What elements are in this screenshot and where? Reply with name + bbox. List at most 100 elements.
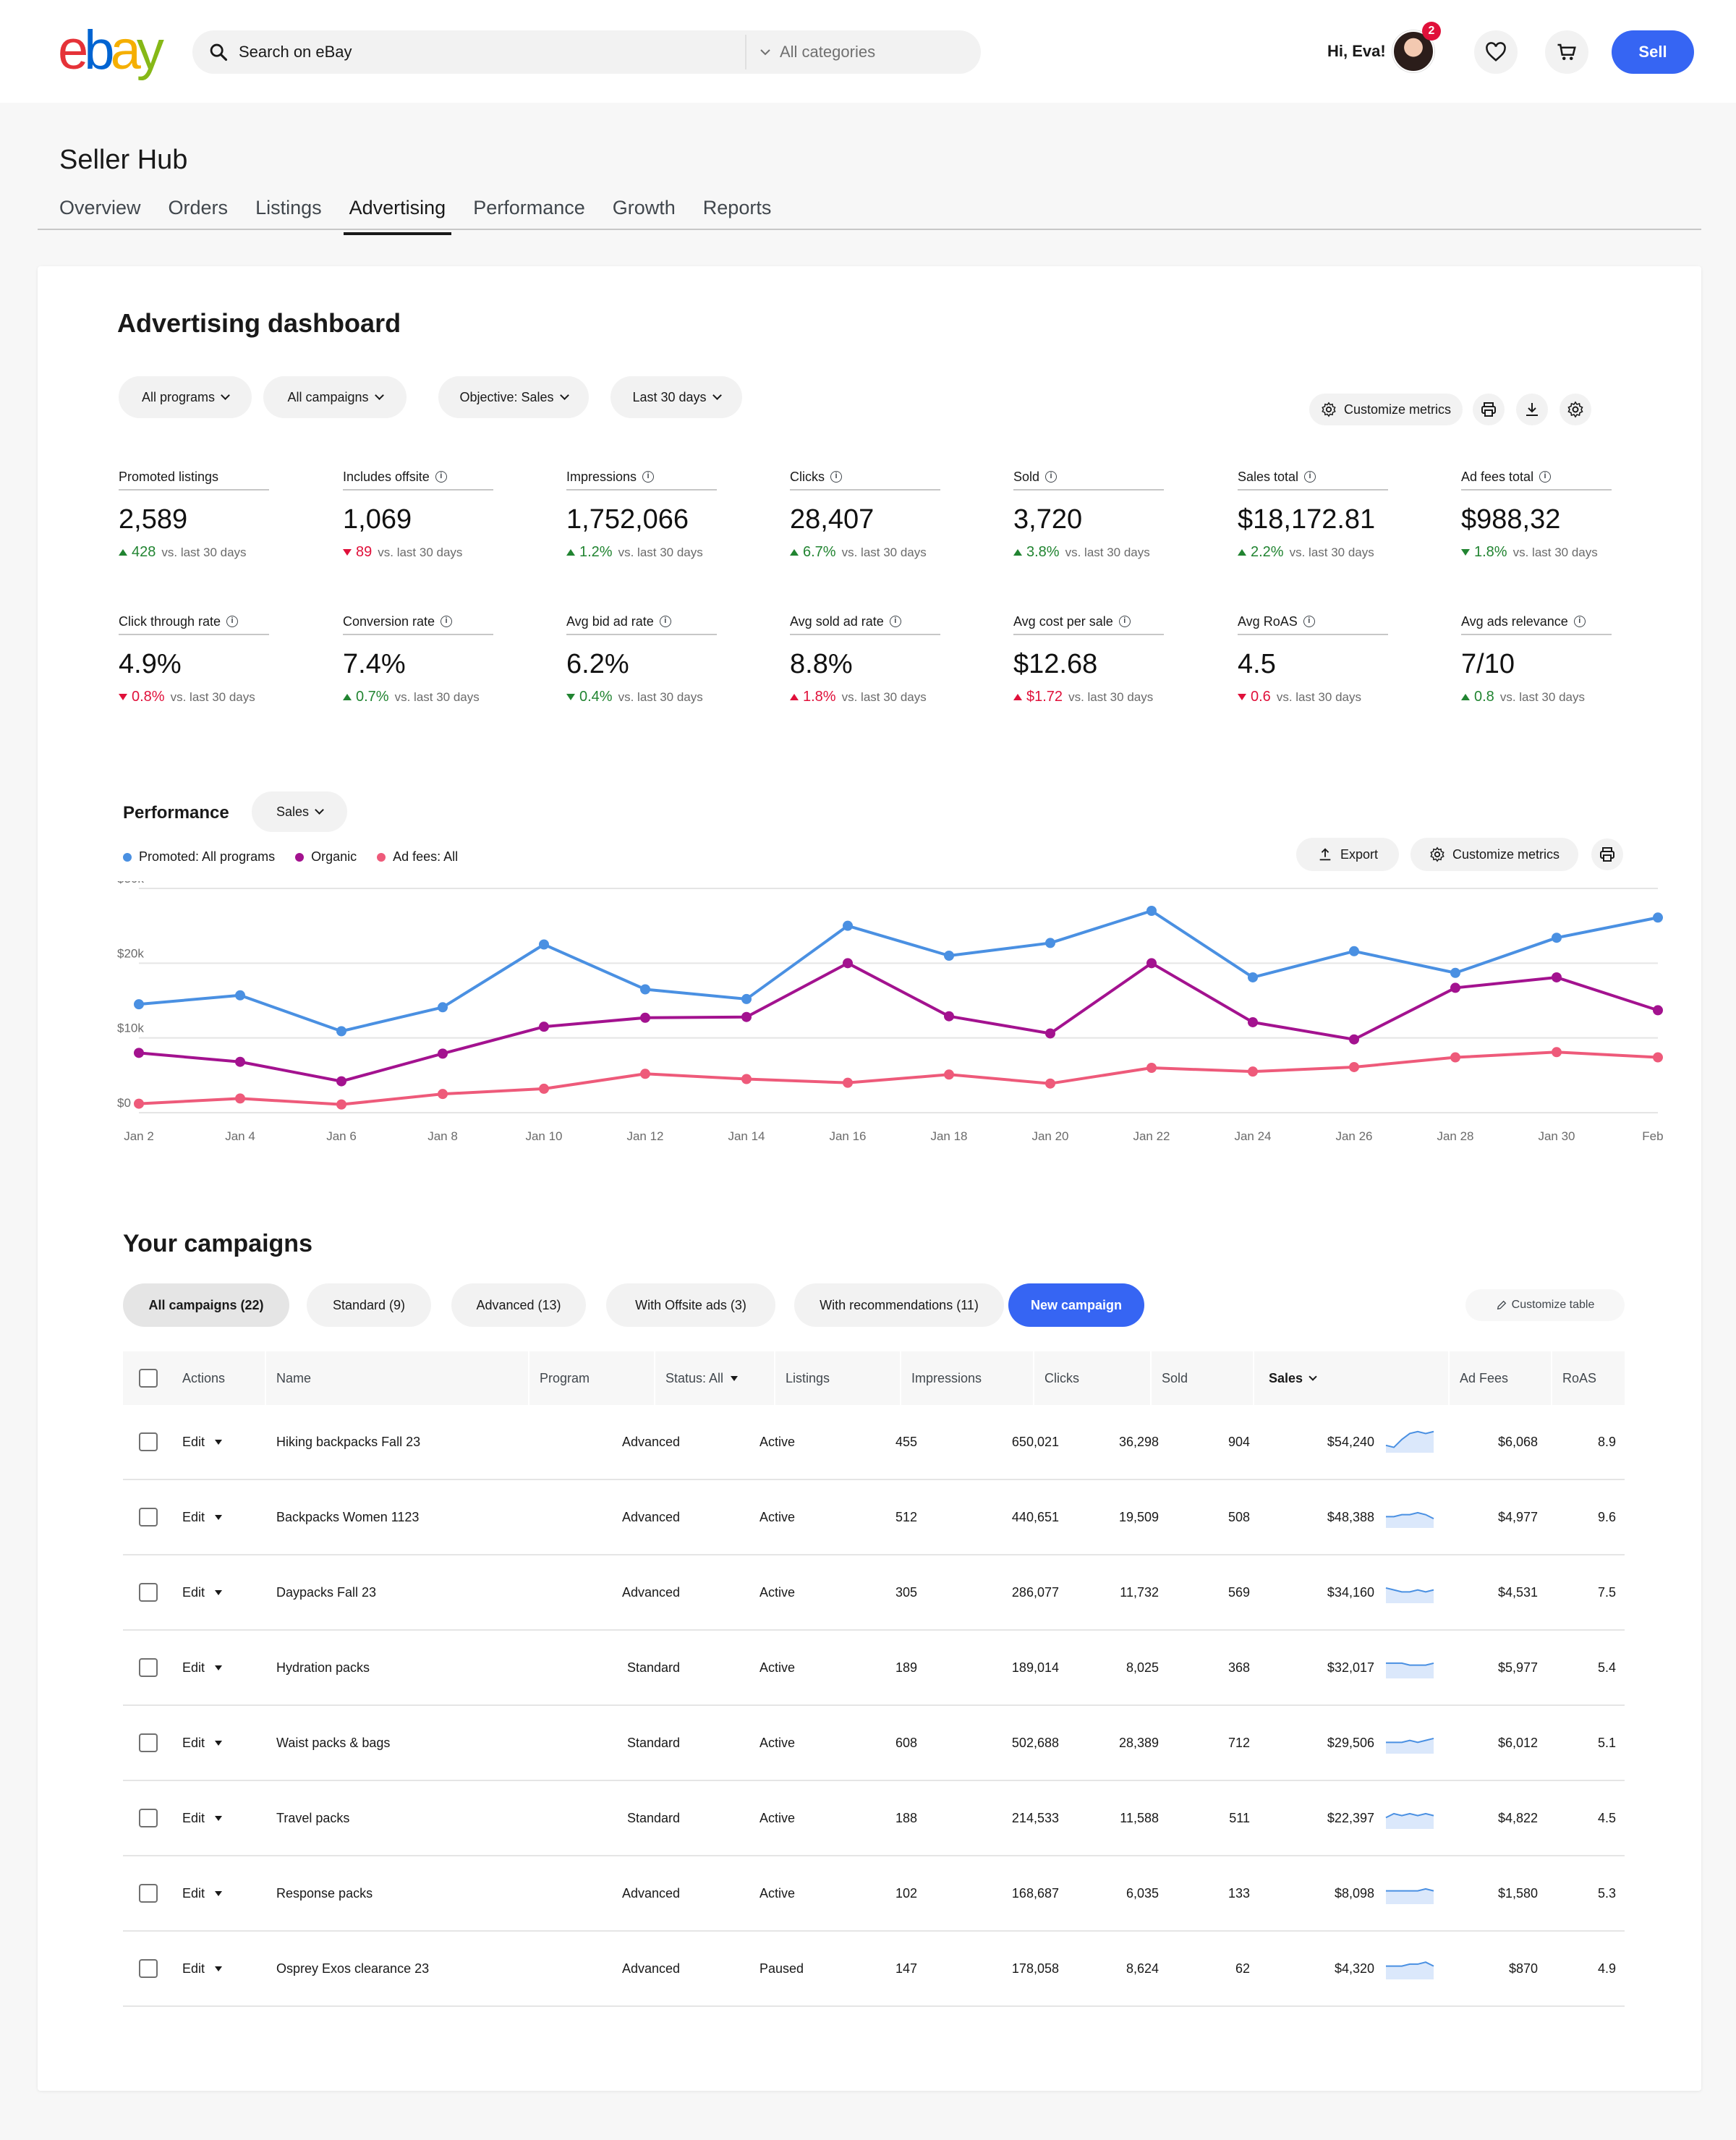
table-row[interactable]: Edit Response packs Advanced Active 102 168,6… [123, 1856, 1625, 1932]
row-checkbox[interactable] [139, 1658, 158, 1677]
tab-reports[interactable]: Reports [702, 197, 772, 218]
edit-dropdown[interactable]: Edit [182, 1405, 223, 1479]
col-impressions[interactable]: Impressions [911, 1370, 982, 1385]
data-point[interactable] [1146, 1063, 1157, 1073]
edit-dropdown[interactable]: Edit [182, 1781, 223, 1855]
filter-programs[interactable]: All programs [119, 376, 252, 418]
tab-advertising[interactable]: Advertising [343, 197, 451, 235]
col-sales[interactable]: Sales [1269, 1351, 1317, 1405]
info-icon[interactable]: i [435, 471, 447, 483]
data-point[interactable] [134, 1048, 144, 1058]
campaign-name[interactable]: Daypacks Fall 23 [276, 1584, 377, 1600]
data-point[interactable] [640, 984, 650, 995]
col-status[interactable]: Status: All [665, 1351, 739, 1405]
row-checkbox[interactable] [139, 1959, 158, 1978]
col-roas[interactable]: RoAS [1562, 1370, 1597, 1385]
campaign-name[interactable]: Hiking backpacks Fall 23 [276, 1434, 421, 1449]
data-point[interactable] [336, 1099, 346, 1110]
data-point[interactable] [843, 920, 853, 931]
row-checkbox[interactable] [139, 1508, 158, 1527]
info-icon[interactable]: i [1304, 471, 1316, 483]
info-icon[interactable]: i [830, 471, 842, 483]
col-name[interactable]: Name [276, 1370, 312, 1385]
col-ad-fees[interactable]: Ad Fees [1460, 1370, 1509, 1385]
info-icon[interactable]: i [441, 616, 453, 627]
data-point[interactable] [1450, 967, 1460, 978]
data-point[interactable] [134, 999, 144, 1010]
table-row[interactable]: Edit Travel packs Standard Active 188 214,533… [123, 1781, 1625, 1856]
edit-dropdown[interactable]: Edit [182, 1932, 223, 2005]
data-point[interactable] [539, 939, 549, 950]
ebay-logo[interactable]: ebay [58, 20, 164, 81]
data-point[interactable] [235, 1056, 245, 1067]
edit-dropdown[interactable]: Edit [182, 1480, 223, 1554]
export-button[interactable]: Export [1296, 838, 1399, 871]
data-point[interactable] [1552, 972, 1562, 982]
data-point[interactable] [1349, 1034, 1359, 1045]
info-icon[interactable]: i [1539, 471, 1552, 483]
tab-recommendations[interactable]: With recommendations (11) [794, 1283, 1004, 1327]
select-all-checkbox[interactable] [139, 1369, 158, 1388]
info-icon[interactable]: i [659, 616, 671, 627]
data-point[interactable] [1552, 1047, 1562, 1058]
data-point[interactable] [1248, 1016, 1258, 1027]
data-point[interactable] [1349, 946, 1359, 956]
campaign-name[interactable]: Osprey Exos clearance 23 [276, 1961, 430, 1976]
search-bar[interactable]: Search on eBay All categories [192, 30, 981, 74]
data-point[interactable] [1653, 1052, 1663, 1063]
data-point[interactable] [944, 1069, 954, 1080]
data-point[interactable] [944, 951, 954, 961]
data-point[interactable] [1146, 906, 1157, 916]
table-row[interactable]: Edit Daypacks Fall 23 Advanced Active 305 286… [123, 1555, 1625, 1631]
data-point[interactable] [1450, 982, 1460, 993]
tab-growth[interactable]: Growth [612, 197, 676, 218]
info-icon[interactable]: i [1573, 616, 1586, 627]
campaign-name[interactable]: Hydration packs [276, 1660, 370, 1675]
tab-offsite-ads[interactable]: With Offsite ads (3) [606, 1283, 775, 1327]
customize-metrics-button[interactable]: Customize metrics [1309, 394, 1463, 425]
data-point[interactable] [1349, 1061, 1359, 1072]
tab-advanced[interactable]: Advanced (13) [451, 1283, 586, 1327]
data-point[interactable] [1552, 933, 1562, 943]
data-point[interactable] [235, 990, 245, 1001]
table-row[interactable]: Edit Backpacks Women 1123 Advanced Active 51… [123, 1480, 1625, 1555]
data-point[interactable] [539, 1083, 549, 1094]
print-button[interactable] [1473, 394, 1505, 425]
data-point[interactable] [1653, 912, 1663, 923]
campaign-name[interactable]: Backpacks Women 1123 [276, 1509, 420, 1524]
edit-dropdown[interactable]: Edit [182, 1856, 223, 1930]
info-icon[interactable]: i [1118, 616, 1131, 627]
data-point[interactable] [235, 1093, 245, 1104]
table-row[interactable]: Edit Osprey Exos clearance 23 Advanced Paus… [123, 1932, 1625, 2007]
filter-date-range[interactable]: Last 30 days [610, 376, 742, 418]
col-sold[interactable]: Sold [1162, 1370, 1188, 1385]
performance-metric-select[interactable]: Sales [252, 791, 347, 832]
tab-orders[interactable]: Orders [168, 197, 229, 218]
data-point[interactable] [640, 1012, 650, 1023]
data-point[interactable] [741, 993, 752, 1004]
data-point[interactable] [438, 1002, 448, 1013]
info-icon[interactable]: i [1045, 471, 1058, 483]
data-point[interactable] [1248, 1066, 1258, 1077]
col-clicks[interactable]: Clicks [1044, 1370, 1079, 1385]
edit-dropdown[interactable]: Edit [182, 1706, 223, 1780]
tab-overview[interactable]: Overview [59, 197, 141, 218]
sell-button[interactable]: Sell [1612, 30, 1694, 74]
col-listings[interactable]: Listings [786, 1370, 830, 1385]
data-point[interactable] [336, 1026, 346, 1037]
data-point[interactable] [134, 1098, 144, 1109]
legend-item-promoted[interactable]: Promoted: All programs [123, 849, 275, 865]
row-checkbox[interactable] [139, 1733, 158, 1752]
tab-all-campaigns[interactable]: All campaigns (22) [123, 1283, 289, 1327]
data-point[interactable] [336, 1076, 346, 1087]
data-point[interactable] [539, 1022, 549, 1032]
new-campaign-button[interactable]: New campaign [1008, 1283, 1144, 1327]
data-point[interactable] [843, 958, 853, 969]
info-icon[interactable]: i [1303, 616, 1315, 627]
info-icon[interactable]: i [889, 616, 901, 627]
legend-item-organic[interactable]: Organic [295, 849, 357, 865]
info-icon[interactable]: i [226, 616, 239, 627]
data-point[interactable] [1248, 972, 1258, 982]
chart-customize-metrics-button[interactable]: Customize metrics [1410, 838, 1578, 871]
edit-dropdown[interactable]: Edit [182, 1631, 223, 1704]
